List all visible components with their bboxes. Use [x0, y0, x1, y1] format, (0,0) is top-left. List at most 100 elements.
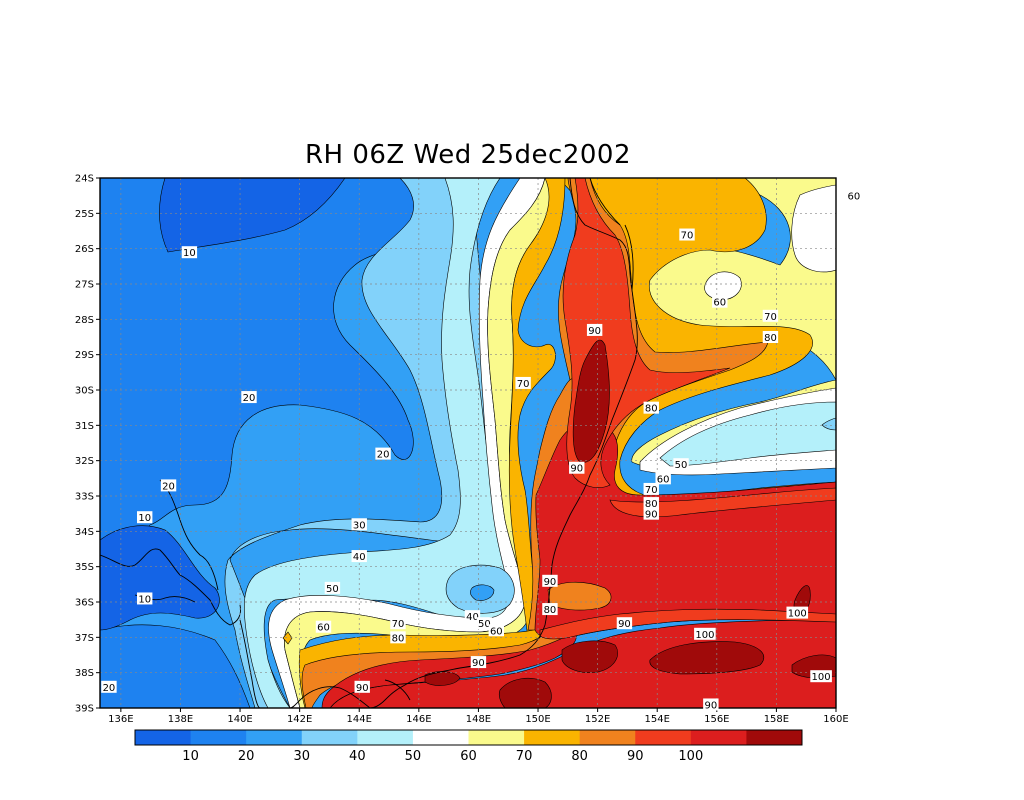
lat-tick-label: 28S — [75, 315, 94, 326]
svg-text:100: 100 — [695, 630, 714, 641]
contour-label: 90 — [569, 461, 585, 475]
lon-tick-label: 158E — [764, 714, 789, 725]
band-100-core-2 — [561, 640, 618, 673]
band-50-60-ring — [704, 271, 742, 301]
contour-label: 60 — [488, 624, 505, 637]
svg-text:90: 90 — [704, 700, 717, 711]
band-50-60-necap — [791, 184, 836, 273]
contour-label: 70 — [643, 482, 659, 496]
contour-label: 70 — [762, 309, 779, 323]
lat-tick-label: 35S — [75, 562, 94, 573]
svg-text:70: 70 — [517, 379, 530, 390]
lon-tick-label: 138E — [168, 714, 193, 725]
map-frame — [99, 177, 837, 709]
band-100-core-1 — [572, 339, 610, 463]
lon-tick-label: 140E — [227, 714, 252, 725]
band-10-20-sw — [100, 624, 251, 708]
svg-text:90: 90 — [588, 326, 601, 337]
contour-label: 10 — [181, 246, 198, 259]
contour-label: 80 — [643, 497, 659, 510]
svg-text:90: 90 — [618, 619, 631, 630]
contour-label: 30 — [351, 518, 367, 531]
contour-label: 40 — [464, 610, 481, 623]
lon-tick-label: 142E — [287, 714, 312, 725]
svg-text:60: 60 — [490, 626, 503, 637]
colorbar-label: 90 — [627, 749, 644, 764]
svg-text:70: 70 — [681, 231, 694, 242]
lon-tick-label: 144E — [347, 714, 372, 725]
lat-tick-label: 39S — [75, 704, 94, 715]
colorbar-swatch — [357, 730, 414, 745]
lat-tick-label: 38S — [75, 668, 94, 679]
lon-tick-label: 156E — [704, 714, 729, 725]
svg-text:100: 100 — [812, 672, 831, 683]
svg-text:80: 80 — [392, 633, 405, 644]
lat-tick-label: 32S — [75, 456, 94, 467]
svg-text:80: 80 — [764, 333, 777, 344]
contour-label: 90 — [586, 323, 603, 337]
svg-text:10: 10 — [183, 248, 196, 259]
contour-label: 10 — [136, 511, 153, 524]
contour-label: 60 — [846, 189, 862, 203]
colorbar-label: 70 — [516, 749, 533, 764]
contour-label: 60 — [315, 620, 332, 634]
coastline — [100, 178, 638, 708]
band-100-core-7 — [424, 671, 461, 686]
svg-text:70: 70 — [764, 312, 777, 323]
contour-label: 20 — [241, 391, 257, 404]
colorbar-label: 20 — [238, 749, 255, 764]
contour-label: 100 — [810, 670, 832, 683]
contour-label: 50 — [324, 581, 341, 595]
contour-label: 90 — [470, 656, 487, 669]
colorbar-swatch — [301, 730, 358, 745]
band-40-50-ne — [659, 401, 836, 467]
svg-text:80: 80 — [645, 499, 658, 510]
svg-text:30: 30 — [353, 520, 366, 531]
colorbar-swatch — [246, 730, 303, 745]
contour-label: 20 — [375, 447, 391, 461]
colorbar-label: 60 — [460, 749, 477, 764]
colorbar-swatch — [135, 730, 192, 745]
colorbar-label: 100 — [678, 749, 703, 764]
svg-text:70: 70 — [645, 485, 658, 496]
lon-tick-label: 136E — [108, 714, 133, 725]
svg-text:40: 40 — [353, 552, 366, 563]
svg-text:40: 40 — [466, 612, 479, 623]
svg-text:100: 100 — [788, 609, 807, 620]
band-0-10-sw — [100, 525, 220, 631]
svg-text:90: 90 — [570, 464, 583, 475]
colorbar-swatch — [690, 730, 747, 745]
lat-tick-label: 33S — [75, 492, 94, 503]
contour-label: 20 — [160, 479, 177, 492]
svg-text:50: 50 — [478, 619, 491, 630]
contour-label: 60 — [655, 472, 671, 485]
contour-label: 70 — [679, 228, 695, 242]
svg-text:60: 60 — [317, 623, 330, 634]
lon-tick-label: 148E — [466, 714, 491, 725]
lat-tick-label: 31S — [75, 421, 94, 432]
lat-tick-label: 34S — [75, 527, 94, 538]
colorbar-swatch — [635, 730, 692, 745]
colorbar-label: 50 — [405, 749, 422, 764]
contour-label: 80 — [390, 631, 406, 644]
lon-tick-label: 150E — [525, 714, 550, 725]
lat-tick-label: 36S — [75, 598, 94, 609]
lon-tick-label: 160E — [823, 714, 848, 725]
band-80-90-channel — [539, 608, 836, 640]
colorbar-label: 80 — [571, 749, 588, 764]
svg-text:90: 90 — [356, 683, 369, 694]
lat-tick-label: 29S — [75, 350, 94, 361]
svg-text:70: 70 — [392, 619, 405, 630]
contour-label: 90 — [542, 574, 558, 588]
colorbar-label: 30 — [293, 749, 310, 764]
band-100-core-3 — [649, 641, 765, 675]
contour-label: 80 — [762, 331, 779, 344]
svg-text:60: 60 — [713, 298, 726, 309]
svg-text:20: 20 — [243, 393, 256, 404]
lon-tick-label: 152E — [585, 714, 610, 725]
contour-label: 90 — [703, 698, 719, 711]
svg-text:80: 80 — [544, 605, 557, 616]
colorbar-swatch — [579, 730, 636, 745]
